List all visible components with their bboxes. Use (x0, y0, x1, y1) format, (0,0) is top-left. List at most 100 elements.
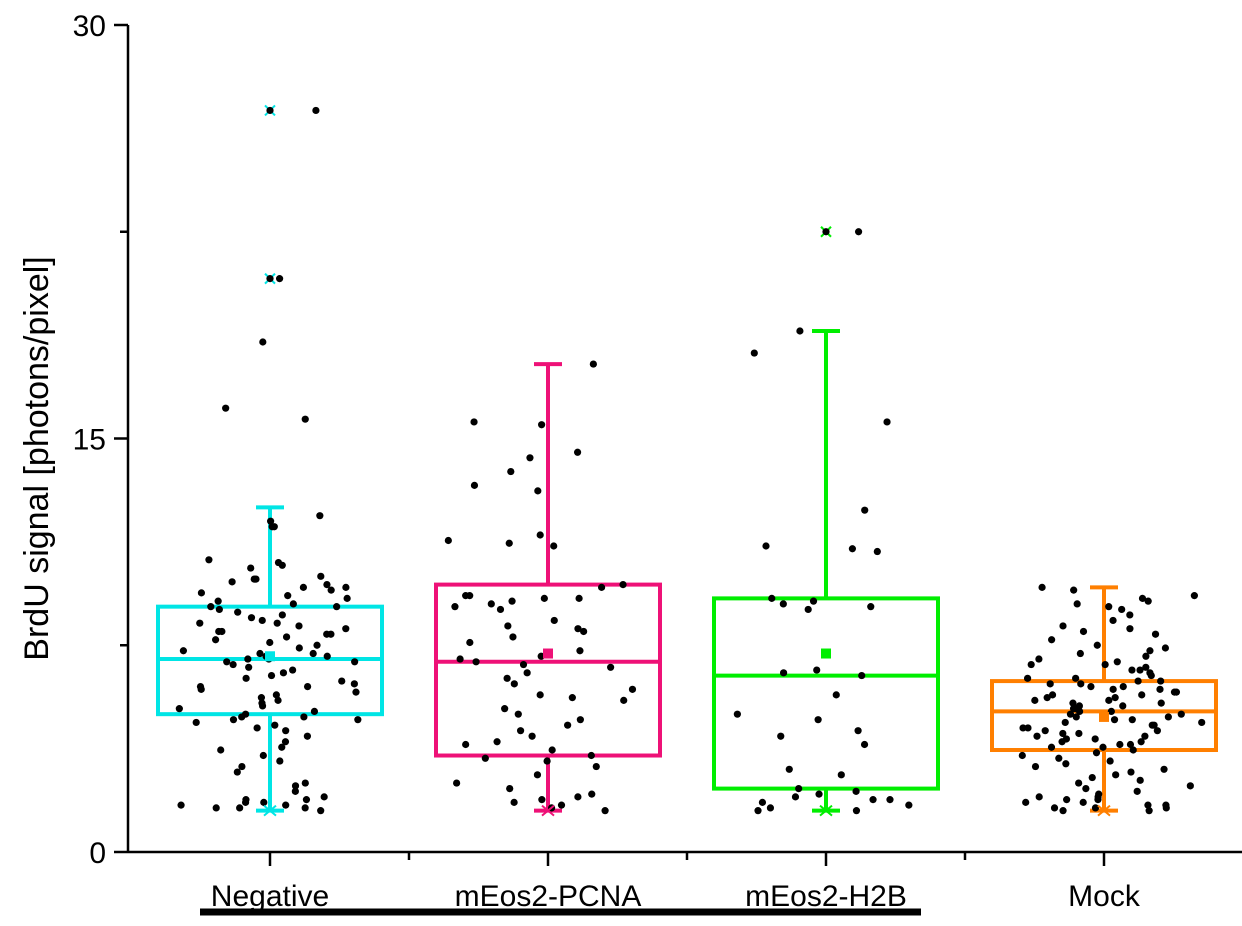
data-point (1133, 787, 1141, 795)
data-point (510, 680, 518, 688)
data-point (1101, 660, 1109, 669)
data-point (1142, 652, 1150, 660)
data-point (905, 801, 913, 809)
data-point (503, 674, 511, 682)
data-point (852, 787, 860, 795)
data-point (317, 572, 325, 580)
data-point (795, 784, 803, 793)
data-point (333, 603, 341, 611)
data-point (1048, 636, 1056, 644)
data-point (1043, 694, 1051, 702)
data-point (536, 531, 544, 539)
data-point (327, 586, 335, 594)
data-point (867, 603, 875, 611)
data-point (1157, 699, 1165, 707)
data-point (537, 652, 545, 660)
data-point (1126, 740, 1135, 749)
data-point (1127, 768, 1135, 776)
data-point (526, 454, 534, 462)
data-point (192, 718, 200, 727)
data-point (1113, 658, 1121, 666)
data-point (343, 594, 351, 602)
data-point (791, 793, 800, 801)
data-point (342, 625, 350, 633)
data-point (289, 666, 297, 674)
data-point (258, 616, 266, 625)
data-point (1109, 616, 1117, 625)
data-point (179, 647, 188, 655)
data-point (472, 658, 480, 666)
data-point (260, 798, 268, 806)
data-point (236, 804, 244, 812)
data-point (282, 801, 290, 809)
data-point (1062, 760, 1070, 768)
data-point (1088, 773, 1096, 782)
box-group-meos2-pcna (434, 362, 662, 813)
data-point (1157, 677, 1165, 685)
data-point (295, 644, 303, 652)
data-point (1031, 762, 1040, 771)
min-marker (263, 804, 277, 817)
data-point (1041, 727, 1049, 735)
data-point (1128, 666, 1136, 674)
axes (114, 23, 1242, 916)
data-point (507, 467, 515, 476)
data-point (1082, 784, 1090, 793)
mean-marker (265, 651, 275, 662)
data-point (453, 779, 461, 787)
data-point (496, 605, 505, 614)
data-point (1072, 674, 1080, 682)
data-point (253, 724, 261, 732)
data-point (197, 589, 206, 597)
data-point (354, 716, 362, 724)
data-point (1047, 743, 1056, 751)
data-point (550, 616, 558, 625)
data-point (1177, 710, 1185, 718)
data-point (1063, 796, 1071, 804)
data-point (462, 740, 470, 749)
x-tick-label: mEos2-H2B (745, 880, 907, 913)
data-point (1148, 721, 1156, 729)
data-point (1079, 627, 1088, 636)
data-point (785, 765, 793, 773)
min-marker (819, 804, 833, 817)
data-point (276, 757, 284, 765)
data-point (854, 228, 863, 236)
data-point (543, 757, 551, 765)
data-point (754, 807, 762, 815)
data-point (278, 561, 286, 569)
data-point (576, 716, 584, 724)
data-point (766, 804, 775, 812)
data-point (272, 691, 280, 699)
box-group-mock (990, 585, 1218, 813)
data-point (873, 547, 881, 556)
data-point (266, 638, 274, 647)
data-point (777, 732, 785, 740)
data-point (1137, 738, 1145, 746)
data-point (852, 807, 861, 815)
data-point (540, 594, 548, 602)
data-point (444, 536, 452, 545)
data-point (1106, 757, 1114, 765)
data-point (278, 743, 286, 751)
data-point (1162, 804, 1170, 812)
data-point (197, 685, 205, 693)
x-tick-label: Negative (211, 880, 329, 913)
data-point (1077, 680, 1085, 688)
data-point (238, 762, 246, 771)
data-point (1160, 765, 1168, 773)
data-point (1066, 710, 1075, 718)
data-point (205, 556, 213, 564)
data-point (196, 619, 204, 627)
data-point (574, 793, 582, 801)
data-point (320, 793, 328, 801)
data-point (1099, 743, 1107, 751)
data-point (229, 660, 237, 669)
data-point (501, 705, 509, 713)
data-point (1079, 798, 1087, 806)
data-point (175, 705, 183, 713)
data-point (1035, 655, 1043, 663)
data-point (242, 674, 250, 682)
data-point (514, 710, 522, 718)
